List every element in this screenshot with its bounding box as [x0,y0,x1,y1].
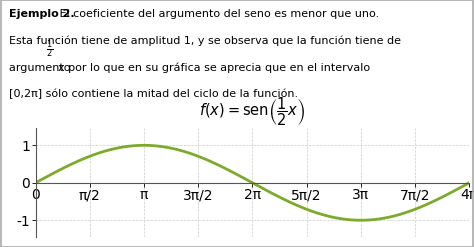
Text: Ejemplo 2.: Ejemplo 2. [9,9,74,19]
Text: Esta función tiene de amplitud 1, y se observa que la función tiene de: Esta función tiene de amplitud 1, y se o… [9,36,401,46]
Text: [0,2π] sólo contiene la mitad del ciclo de la función.: [0,2π] sólo contiene la mitad del ciclo … [9,89,298,99]
Title: $f(x) = \mathrm{sen}\left(\dfrac{1}{2}x\right)$: $f(x) = \mathrm{sen}\left(\dfrac{1}{2}x\… [200,96,305,128]
Text: $\frac{1}{2}$: $\frac{1}{2}$ [46,38,54,60]
Text: argumento: argumento [9,63,73,73]
Text: El coeficiente del argumento del seno es menor que uno.: El coeficiente del argumento del seno es… [56,9,379,19]
Text: x por lo que en su gráfica se aprecia que en el intervalo: x por lo que en su gráfica se aprecia qu… [58,63,370,74]
